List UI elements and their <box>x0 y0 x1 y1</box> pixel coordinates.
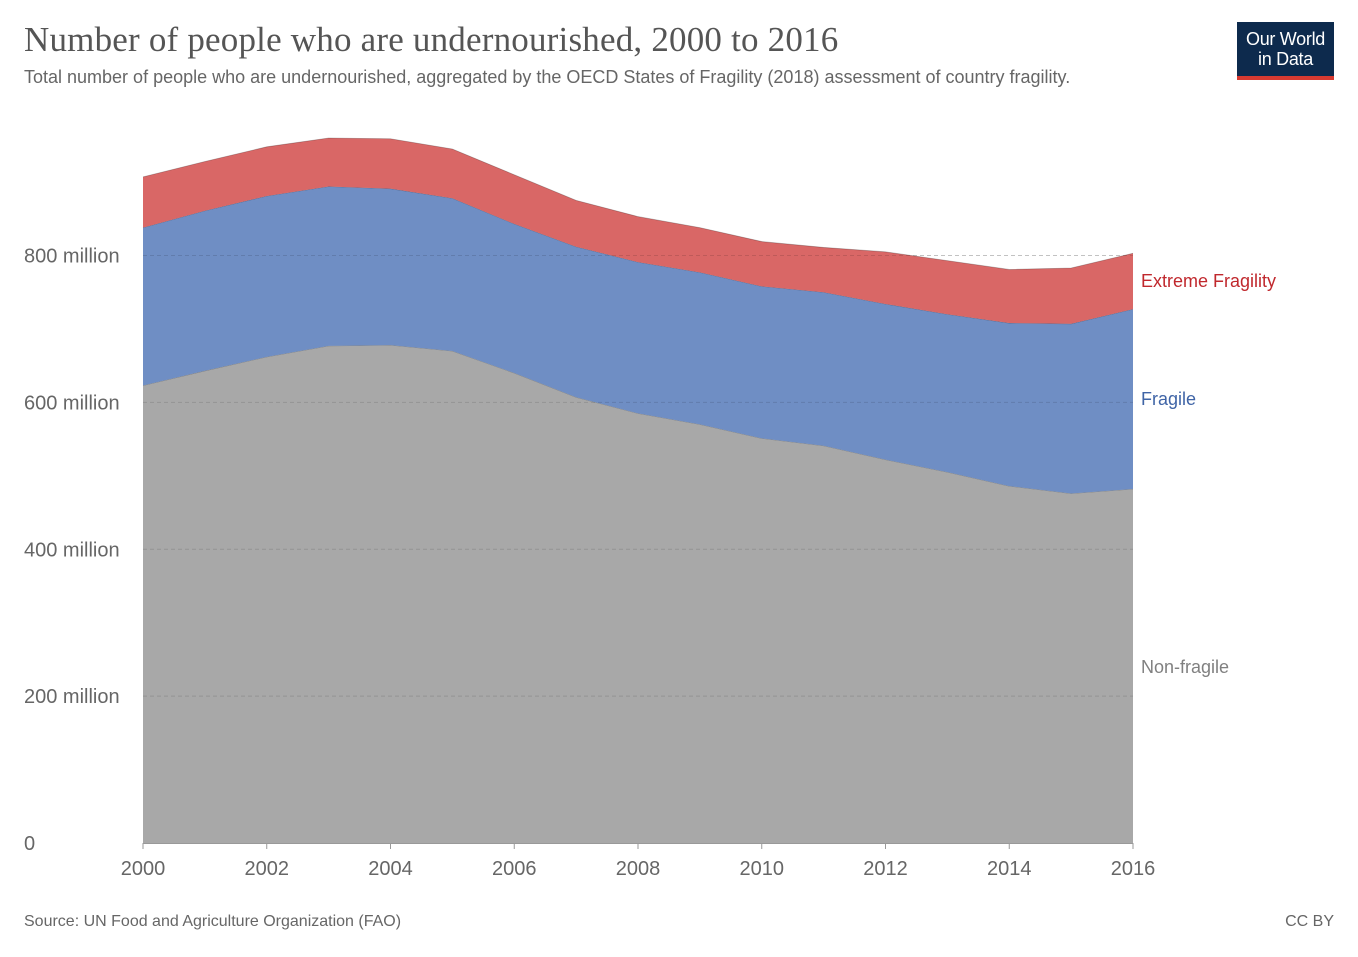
x-tick-label: 2010 <box>740 858 785 880</box>
legend-label-extreme-fragility[interactable]: Extreme Fragility <box>1141 271 1276 291</box>
x-tick-label: 2000 <box>121 858 166 880</box>
chart-subtitle: Total number of people who are undernour… <box>24 67 1071 87</box>
legend-label-fragile[interactable]: Fragile <box>1141 389 1196 409</box>
x-tick-label: 2002 <box>245 858 290 880</box>
x-tick-label: 2004 <box>368 858 413 880</box>
source-note[interactable]: Source: UN Food and Agriculture Organiza… <box>24 913 402 930</box>
legend: Non-fragile Fragile Extreme Fragility <box>1141 271 1276 677</box>
y-tick-label: 800 million <box>24 246 120 268</box>
area-non-fragile[interactable] <box>143 345 1133 843</box>
x-tick-label: 2016 <box>1111 858 1156 880</box>
y-tick-label: 200 million <box>24 686 120 708</box>
x-tick-label: 2012 <box>863 858 908 880</box>
y-tick-label: 0 <box>24 833 35 855</box>
chart-title: Number of people who are undernourished,… <box>24 20 839 59</box>
logo-line-2: in Data <box>1258 49 1313 69</box>
axes: 0 200 million 400 million 600 million 800 mi… <box>24 246 1155 881</box>
owid-logo[interactable]: Our World in Data <box>1237 22 1334 80</box>
y-tick-label: 400 million <box>24 539 120 561</box>
x-tick-label: 2006 <box>492 858 537 880</box>
legend-label-non-fragile[interactable]: Non-fragile <box>1141 657 1229 677</box>
area-edge-extreme-fragility <box>142 137 1134 270</box>
area-extreme-fragility[interactable] <box>143 138 1133 324</box>
logo-line-1: Our World <box>1246 29 1325 49</box>
y-tick-label: 600 million <box>24 392 120 414</box>
x-tick-label: 2014 <box>987 858 1032 880</box>
x-tick-label: 2008 <box>616 858 661 880</box>
area-fragile[interactable] <box>143 186 1133 494</box>
license-note[interactable]: CC BY <box>1285 913 1334 930</box>
stacked-areas <box>142 137 1134 843</box>
